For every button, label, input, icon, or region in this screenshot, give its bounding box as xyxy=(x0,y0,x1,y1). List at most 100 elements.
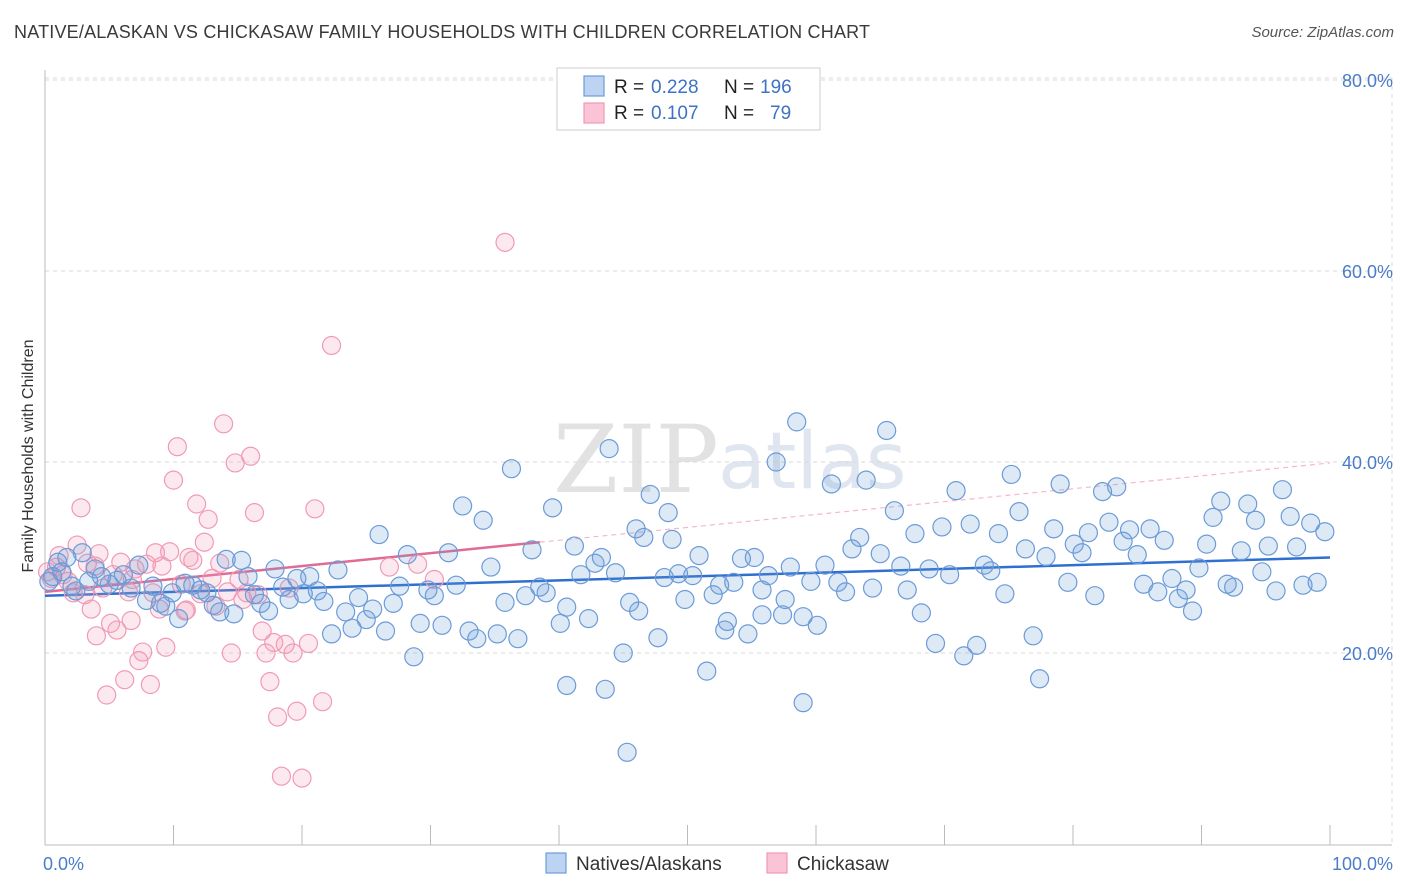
natives-point xyxy=(410,613,430,633)
natives-point xyxy=(279,589,299,610)
chickasaw-point xyxy=(408,554,428,574)
natives-point xyxy=(216,549,236,570)
natives-point xyxy=(828,572,848,592)
natives-point xyxy=(397,545,417,565)
natives-point xyxy=(1162,568,1182,589)
chickasaw-point xyxy=(321,335,342,356)
natives-point xyxy=(697,661,717,681)
chickasaw-point xyxy=(271,766,292,786)
natives-point xyxy=(522,540,542,560)
chickasaw-point xyxy=(71,498,91,518)
natives-point xyxy=(446,575,466,595)
natives-point xyxy=(1023,626,1043,646)
natives-point xyxy=(675,589,695,610)
legend-chickasaw-swatch xyxy=(766,852,788,874)
chickasaw-point xyxy=(312,692,333,712)
natives-point xyxy=(634,527,654,548)
natives-point xyxy=(557,675,577,696)
chickasaw-point xyxy=(183,550,203,570)
chickasaw-swatch xyxy=(583,102,605,124)
natives-point xyxy=(197,583,217,603)
natives-point xyxy=(169,609,189,629)
chickasaw-point xyxy=(156,637,176,657)
series-legend: Natives/Alaskans Chickasaw xyxy=(545,852,889,875)
chickasaw-point xyxy=(133,642,153,662)
chickasaw-point xyxy=(115,670,135,690)
natives-point xyxy=(605,563,626,583)
chickasaw-n-label: N = xyxy=(724,103,754,124)
chickasaw-point xyxy=(214,414,234,434)
natives-point xyxy=(129,555,149,575)
natives-point xyxy=(258,601,279,621)
natives-point xyxy=(501,459,522,479)
chickasaw-point xyxy=(107,620,127,640)
natives-point xyxy=(121,578,141,598)
natives-point xyxy=(48,552,68,572)
natives-point xyxy=(599,439,619,459)
chickasaw-n-value: 79 xyxy=(770,103,791,124)
natives-point xyxy=(293,584,313,604)
natives-point xyxy=(467,629,487,649)
natives-point xyxy=(52,562,72,582)
natives-point xyxy=(658,503,678,523)
natives-point xyxy=(710,575,730,595)
natives-point xyxy=(143,576,163,596)
chickasaw-point xyxy=(86,626,107,646)
chickasaw-point xyxy=(279,578,299,598)
stats-legend: R = 0.228 N = 196 R = 0.107 N = 79 xyxy=(556,67,821,131)
natives-point xyxy=(1107,477,1127,497)
natives-point xyxy=(842,539,862,559)
natives-point xyxy=(162,583,182,603)
natives-point xyxy=(1315,522,1335,542)
natives-point xyxy=(43,566,63,587)
natives-point xyxy=(1036,546,1056,567)
natives-point xyxy=(591,547,612,568)
natives-point xyxy=(787,412,807,432)
natives-point xyxy=(1280,506,1300,527)
chart-title: NATIVE/ALASKAN VS CHICKASAW FAMILY HOUSE… xyxy=(14,22,871,42)
natives-point xyxy=(424,586,444,606)
natives-point xyxy=(1015,539,1036,559)
natives-r-value: 0.228 xyxy=(651,77,699,98)
natives-point xyxy=(905,524,925,544)
natives-point xyxy=(744,547,764,568)
natives-point xyxy=(1203,507,1223,527)
natives-point xyxy=(780,557,800,577)
natives-point xyxy=(668,564,689,584)
chickasaw-point xyxy=(305,499,325,519)
chickasaw-point xyxy=(379,557,399,577)
natives-point xyxy=(738,624,758,644)
chickasaw-point xyxy=(217,582,238,602)
natives-point xyxy=(862,578,883,598)
natives-point xyxy=(981,561,1001,581)
natives-point xyxy=(629,601,649,621)
tick-labels: 20.0% 40.0% 60.0% 80.0% 0.0% 100.0% xyxy=(43,71,1393,874)
axes xyxy=(44,70,1392,846)
natives-point xyxy=(1119,520,1140,540)
natives-point xyxy=(1224,577,1244,597)
natives-point xyxy=(453,496,473,516)
y-axis-label: Family Households with Children xyxy=(20,340,37,573)
natives-point xyxy=(1272,480,1293,500)
natives-point xyxy=(801,571,821,591)
chickasaw-point xyxy=(256,643,276,663)
natives-point xyxy=(988,524,1009,544)
chickasaw-point xyxy=(221,643,241,663)
legend-natives-swatch xyxy=(545,852,567,874)
natives-point xyxy=(807,615,827,635)
natives-point xyxy=(1099,512,1119,532)
natives-point xyxy=(1293,575,1313,595)
chickasaw-point xyxy=(283,643,303,663)
natives-point xyxy=(273,577,293,597)
chickasaw-point xyxy=(163,470,184,490)
natives-point xyxy=(473,510,493,530)
y-tick-label: 80.0% xyxy=(1342,71,1393,91)
natives-point xyxy=(66,581,86,601)
natives-point xyxy=(1245,510,1266,530)
chickasaw-point xyxy=(260,672,280,692)
natives-r-label: R = xyxy=(614,77,644,98)
natives-point xyxy=(662,529,682,549)
chickasaw-point xyxy=(424,569,444,590)
natives-point xyxy=(578,609,599,629)
natives-point xyxy=(336,602,356,622)
